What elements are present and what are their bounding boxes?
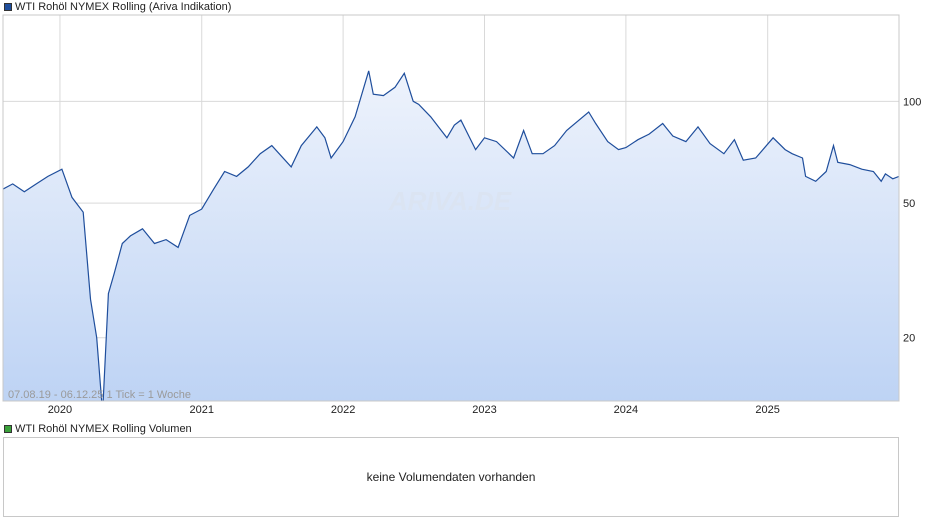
- x-tick-label: 2025: [755, 404, 779, 416]
- volume-legend-label: WTI Rohöl NYMEX Rolling Volumen: [15, 423, 192, 435]
- watermark: ARIVA.DE: [388, 186, 512, 216]
- x-tick-label: 2021: [189, 404, 213, 416]
- plot-frame: [2, 14, 900, 402]
- x-tick-label: 2023: [472, 404, 496, 416]
- y-tick-label: 20: [903, 333, 915, 345]
- x-tick-label: 2020: [48, 404, 72, 416]
- price-legend-label: WTI Rohöl NYMEX Rolling (Ariva Indikatio…: [15, 1, 232, 13]
- range-note: 07.08.19 - 06.12.25 1 Tick = 1 Woche: [8, 389, 191, 401]
- volume-legend: WTI Rohöl NYMEX Rolling Volumen: [4, 423, 192, 435]
- y-axis: 20 50 100: [903, 96, 921, 344]
- volume-panel: keine Volumendaten vorhanden: [3, 437, 899, 517]
- y-tick-label: 50: [903, 198, 915, 210]
- price-legend: WTI Rohöl NYMEX Rolling (Ariva Indikatio…: [4, 1, 231, 13]
- y-tick-label: 100: [903, 96, 921, 108]
- price-area: [3, 70, 899, 401]
- x-axis: 2020 2021 2022 2023 2024 2025: [48, 404, 780, 416]
- price-line: [3, 70, 899, 401]
- x-tick-label: 2024: [614, 404, 638, 416]
- price-legend-swatch: [4, 3, 12, 11]
- volume-legend-swatch: [4, 425, 12, 433]
- x-tick-label: 2022: [331, 404, 355, 416]
- volume-empty-message: keine Volumendaten vorhanden: [366, 470, 536, 484]
